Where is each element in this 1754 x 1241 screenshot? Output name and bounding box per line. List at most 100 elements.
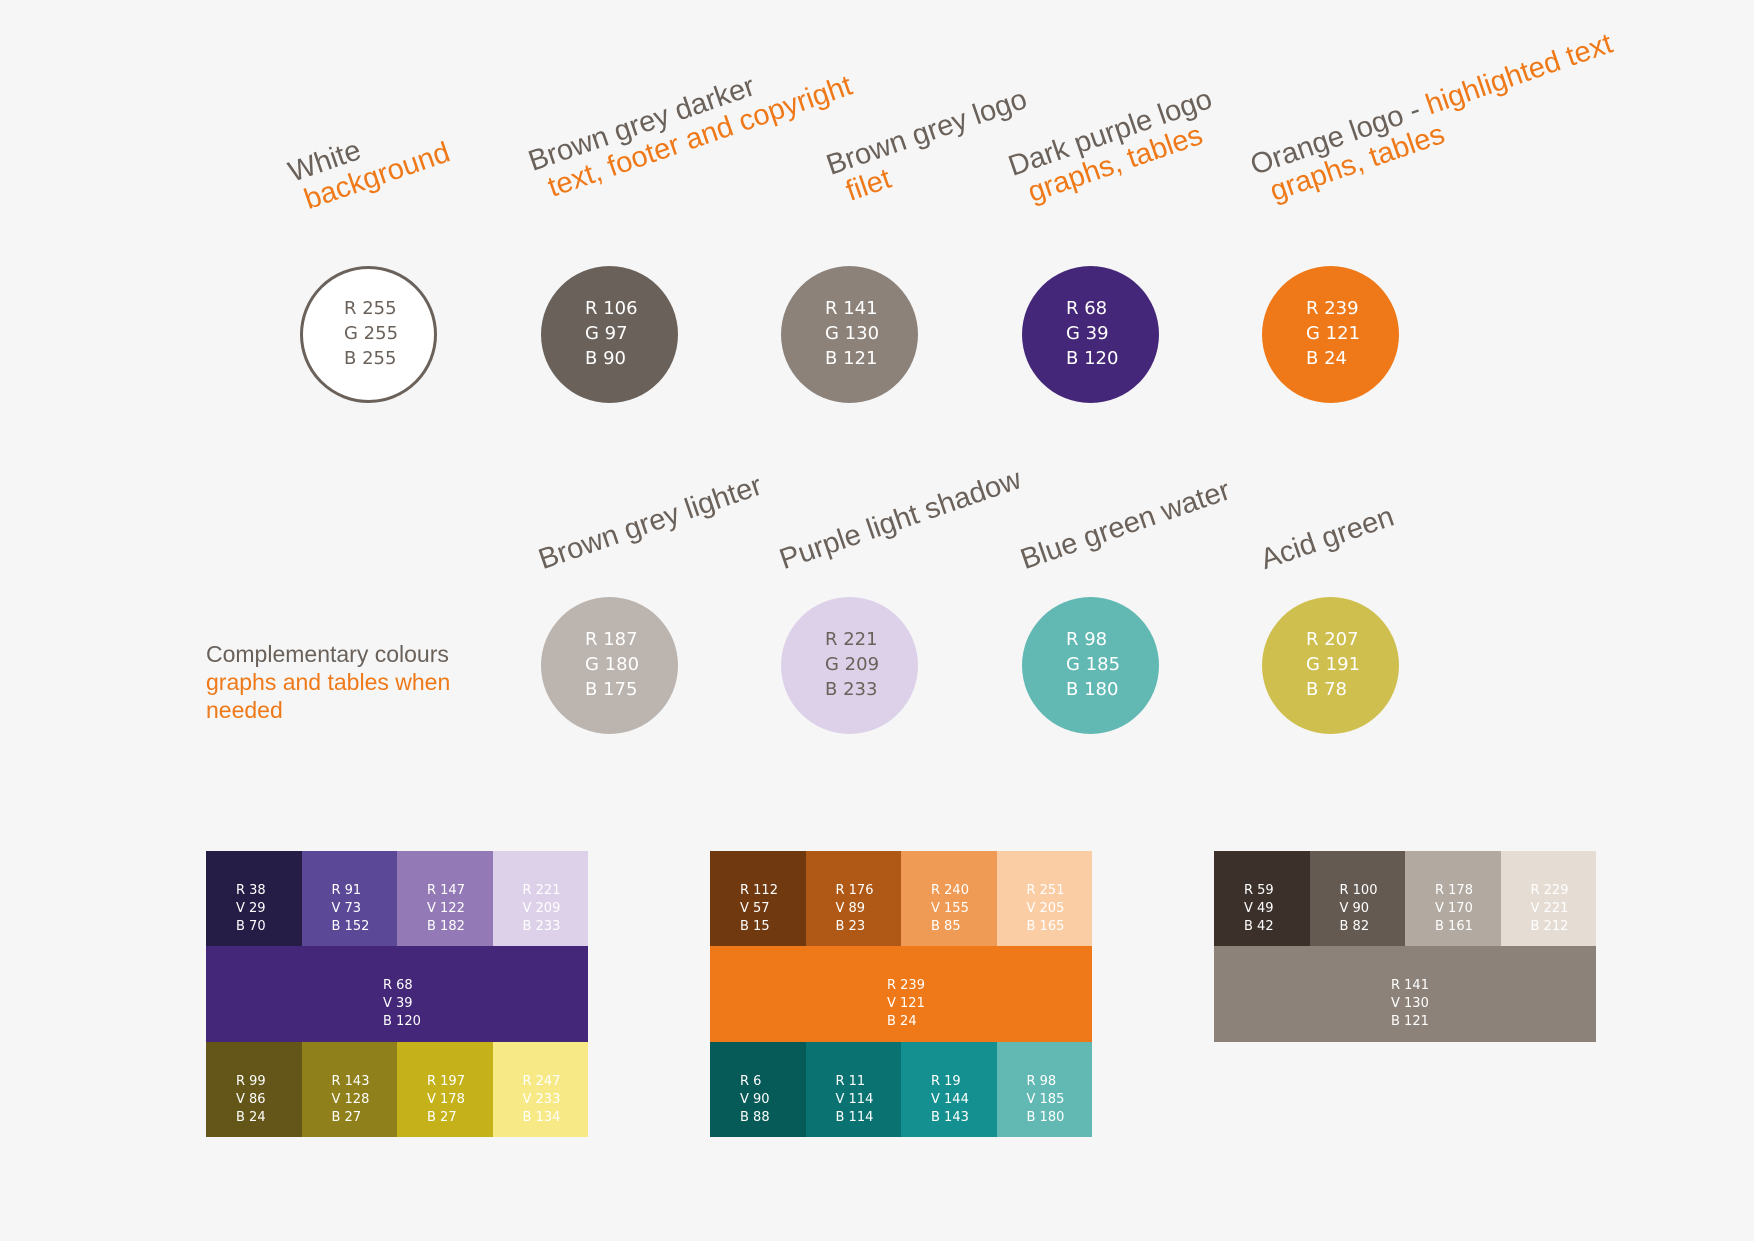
palette-shade-cell: R 100 V 90 B 82 [1309, 851, 1405, 947]
palette-shade-cell: R 197 V 178 B 27 [397, 1041, 493, 1137]
blue-value: B 255 [344, 348, 397, 369]
rvb-values: R 91 V 73 B 152 [332, 882, 370, 936]
rgb-values: R 141 G 130 B 121 [825, 296, 879, 371]
red-value: R 68 [383, 978, 413, 994]
rvb-values: R 141 V 130 B 121 [1391, 977, 1429, 1031]
palette-base-color-cell: R 239 V 121 B 24 [710, 946, 1092, 1042]
blue-value: B 233 [825, 679, 878, 700]
blue-value: B 27 [331, 1109, 362, 1125]
red-value: R 147 [427, 883, 465, 898]
palette-base-color-cell: R 141 V 130 B 121 [1214, 946, 1596, 1042]
rvb-values: R 99 V 86 B 24 [236, 1073, 266, 1127]
green-value: G 180 [585, 654, 640, 675]
rgb-values: R 239 G 121 B 24 [1306, 296, 1360, 371]
rvb-values: R 59 V 49 B 42 [1244, 882, 1274, 936]
blue-value: B 23 [835, 919, 866, 934]
swatch-acid-green: R 207 G 191 B 78 [1262, 597, 1399, 734]
green-value: G 191 [1306, 654, 1361, 675]
blue-value: B 114 [835, 1109, 874, 1125]
green-value: V 73 [331, 901, 362, 916]
rvb-values: R 176 V 89 B 23 [836, 882, 874, 936]
palette-shade-cell: R 251 V 205 B 165 [996, 851, 1092, 947]
complementary-colours-label: Complementary colours graphs and tables … [206, 640, 450, 724]
blue-value: B 42 [1244, 919, 1274, 934]
palette-shade-cell: R 176 V 89 B 23 [805, 851, 901, 947]
green-value: V 57 [740, 901, 770, 916]
green-value: V 86 [236, 1091, 266, 1107]
palette-brown-grey: R 59 V 49 B 42 R 100 V 90 B 82 R 178 V 170 B 161… [1214, 851, 1596, 1042]
rvb-values: R 11 V 114 B 114 [836, 1073, 874, 1127]
green-value: G 39 [1066, 323, 1109, 344]
color-name: Acid green [1256, 500, 1399, 576]
palette-shade-cell: R 178 V 170 B 161 [1405, 851, 1501, 947]
red-value: R 59 [1244, 883, 1274, 898]
blue-value: B 161 [1435, 919, 1473, 934]
blue-value: B 134 [522, 1109, 561, 1125]
blue-value: B 165 [1026, 919, 1065, 934]
green-value: V 221 [1530, 901, 1569, 916]
blue-value: B 90 [585, 348, 626, 369]
rgb-values: R 221 G 209 B 233 [825, 627, 879, 702]
rvb-values: R 98 V 185 B 180 [1027, 1073, 1065, 1127]
palette-shade-cell: R 240 V 155 B 85 [901, 851, 997, 947]
complementary-title: Complementary colours [206, 641, 449, 667]
green-value: V 128 [331, 1091, 370, 1107]
swatch-dark-purple-logo: R 68 G 39 B 120 [1022, 266, 1159, 403]
blue-value: B 27 [427, 1109, 457, 1125]
green-value: V 144 [931, 1091, 969, 1107]
palette-shade-cell: R 38 V 29 B 70 [206, 851, 302, 947]
green-value: V 233 [522, 1091, 561, 1107]
red-value: R 221 [825, 629, 878, 650]
rvb-values: R 178 V 170 B 161 [1435, 882, 1473, 936]
blue-value: B 233 [522, 919, 561, 934]
red-value: R 207 [1306, 629, 1359, 650]
red-value: R 240 [931, 883, 969, 898]
green-value: V 90 [1339, 901, 1370, 916]
swatch-brown-grey-lighter: R 187 G 180 B 175 [541, 597, 678, 734]
complementary-usage-line1: graphs and tables when [206, 669, 451, 695]
red-value: R 19 [931, 1073, 961, 1089]
rvb-values: R 240 V 155 B 85 [931, 882, 969, 936]
palette-shade-cell: R 247 V 233 B 134 [492, 1041, 588, 1137]
red-value: R 178 [1435, 883, 1473, 898]
complementary-usage-line2: needed [206, 697, 283, 723]
green-value: V 185 [1026, 1091, 1065, 1107]
label-brown-grey-lighter: Brown grey lighter [534, 469, 766, 576]
red-value: R 68 [1066, 298, 1108, 319]
blue-value: B 121 [1391, 1014, 1429, 1030]
blue-value: B 152 [331, 919, 370, 934]
palette-shade-cell: R 112 V 57 B 15 [710, 851, 806, 947]
rvb-values: R 147 V 122 B 182 [427, 882, 465, 936]
palette-purple: R 38 V 29 B 70 R 91 V 73 B 152 R 147 V 122 B 182… [206, 851, 588, 1137]
palette-base-color-cell: R 68 V 39 B 120 [206, 946, 588, 1042]
label-blue-green-water: Blue green water [1017, 474, 1235, 576]
rvb-values: R 68 V 39 B 120 [383, 977, 421, 1031]
red-value: R 255 [344, 298, 397, 319]
blue-value: B 88 [740, 1109, 770, 1125]
red-value: R 141 [1391, 978, 1429, 994]
swatch-orange-logo: R 239 G 121 B 24 [1262, 266, 1399, 403]
green-value: V 122 [427, 901, 465, 916]
green-value: V 130 [1391, 996, 1429, 1012]
blue-value: B 180 [1066, 679, 1119, 700]
green-value: V 170 [1435, 901, 1473, 916]
red-value: R 247 [522, 1073, 561, 1089]
red-value: R 141 [825, 298, 878, 319]
color-name: Brown grey lighter [534, 469, 766, 576]
palette-orange-teal: R 112 V 57 B 15 R 176 V 89 B 23 R 240 V 155 B 85… [710, 851, 1092, 1137]
green-value: V 121 [887, 996, 925, 1012]
green-value: V 90 [740, 1091, 770, 1107]
green-value: G 97 [585, 323, 628, 344]
label-brown-grey-logo: Brown grey logo filet [822, 83, 1041, 211]
swatch-brown-grey-darker: R 106 G 97 B 90 [541, 266, 678, 403]
label-purple-light-shadow: Purple light shadow [776, 463, 1026, 576]
red-value: R 143 [331, 1073, 370, 1089]
green-value: V 49 [1244, 901, 1274, 916]
blue-value: B 182 [427, 919, 465, 934]
blue-value: B 120 [1066, 348, 1119, 369]
palette-shade-cell: R 11 V 114 B 114 [805, 1041, 901, 1137]
red-value: R 11 [835, 1073, 866, 1089]
palette-shade-cell: R 221 V 209 B 233 [492, 851, 588, 947]
rgb-values: R 187 G 180 B 175 [585, 627, 639, 702]
red-value: R 229 [1530, 883, 1569, 898]
